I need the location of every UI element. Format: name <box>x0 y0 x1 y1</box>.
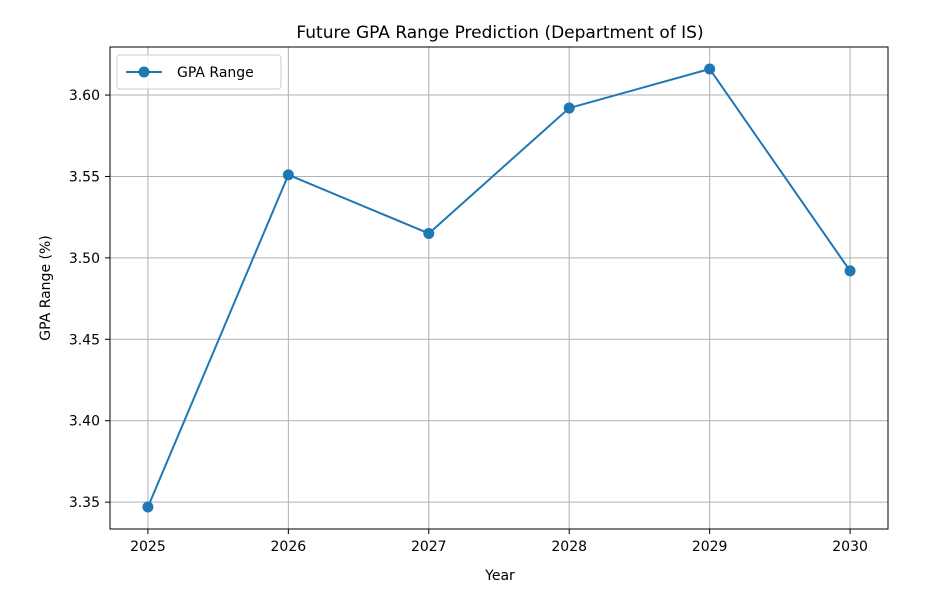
y-tick-label: 3.60 <box>69 88 100 104</box>
legend-box <box>116 54 282 90</box>
x-tick-label: 2025 <box>130 539 166 555</box>
x-tick-label: 2029 <box>692 539 728 555</box>
y-tick-label: 3.45 <box>69 332 100 348</box>
y-axis-label: GPA Range (%) <box>38 235 54 340</box>
y-tick-label: 3.50 <box>69 251 100 267</box>
data-point-2030 <box>844 265 856 277</box>
plot-frame <box>109 46 889 530</box>
legend-marker-swatch <box>138 66 150 78</box>
x-axis-label: Year <box>484 568 515 584</box>
axis-ticks: 2025 2026 2027 2028 2029 2030 3.35 3.40 3.45 3.50… <box>69 88 868 555</box>
series-line <box>146 67 852 509</box>
chart-title: Future GPA Range Prediction (Department … <box>296 23 703 43</box>
y-tick-label: 3.35 <box>69 495 100 511</box>
x-tick-label: 2028 <box>551 539 587 555</box>
series-layer <box>142 63 856 513</box>
x-tick-label: 2026 <box>271 539 307 555</box>
data-point-2029 <box>704 63 716 75</box>
y-tick-label: 3.40 <box>69 414 100 430</box>
x-tick-label: 2027 <box>411 539 447 555</box>
data-point-2026 <box>282 169 294 181</box>
data-point-2028 <box>563 102 575 114</box>
x-tick-label: 2030 <box>832 539 868 555</box>
grid <box>110 47 888 529</box>
y-tick-label: 3.55 <box>69 169 100 185</box>
legend-label: GPA Range <box>177 65 254 81</box>
legend: GPA Range <box>116 54 282 90</box>
data-point-2027 <box>423 227 435 239</box>
data-point-2025 <box>142 501 154 513</box>
